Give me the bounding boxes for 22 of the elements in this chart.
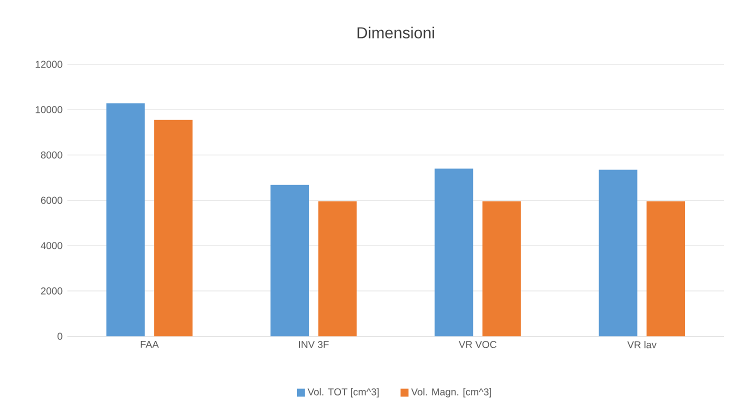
y-tick-label: 6000 — [41, 196, 62, 204]
bar — [646, 201, 686, 336]
legend-label: Vol. Magn. [cm^3] — [411, 388, 492, 398]
x-tick-label: INV 3F — [299, 340, 329, 348]
legend-label: Vol. TOT [cm^3] — [308, 388, 379, 398]
y-tick-label: 10000 — [36, 106, 62, 114]
bar — [434, 168, 474, 336]
y-tick-label: 0 — [58, 332, 62, 340]
bar — [318, 201, 357, 336]
bar — [482, 201, 521, 336]
y-tick-label: 12000 — [36, 60, 62, 68]
bar — [106, 103, 145, 336]
bar — [154, 120, 193, 336]
y-tick-label: 8000 — [40, 151, 62, 159]
y-tick-label: 2000 — [41, 287, 62, 294]
x-tick-label: VR lav — [627, 340, 657, 348]
x-tick-label: FAA — [140, 340, 159, 348]
x-tick-label: VR VOC — [458, 340, 496, 348]
chart-title: Dimensioni — [358, 26, 434, 38]
y-tick-label: 4000 — [40, 242, 62, 250]
bar — [270, 184, 309, 336]
bar — [598, 170, 638, 336]
